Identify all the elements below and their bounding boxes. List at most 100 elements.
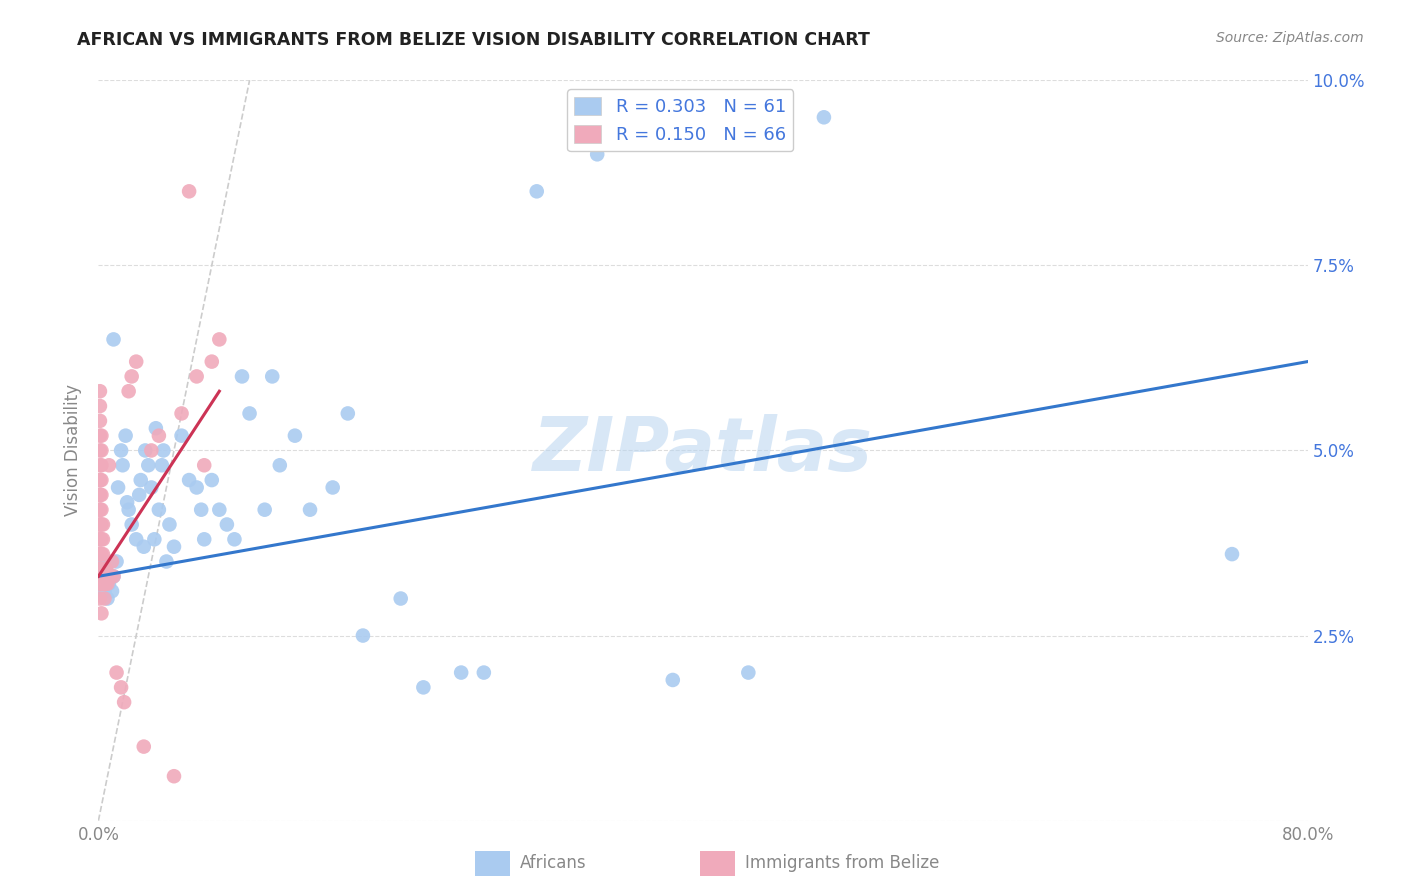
Point [111,458,134,473]
Legend: R = 0.303   N = 61, R = 0.150   N = 66: R = 0.303 N = 61, R = 0.150 N = 66 [567,89,793,152]
Point [352,628,374,642]
Point [90,562,112,576]
Point [118,502,141,516]
Point [661,673,683,687]
Point [179,473,201,487]
Text: Immigrants from Belize: Immigrants from Belize [745,855,939,872]
Point [148,428,170,442]
Point [89,562,111,576]
Point [737,665,759,680]
Point [89,399,111,413]
Point [98,576,121,591]
Point [208,332,231,346]
Point [103,569,125,583]
Point [91,562,114,576]
Point [110,681,132,695]
Point [91,547,114,561]
Point [89,414,111,428]
Point [90,517,112,532]
Point [284,428,307,442]
Point [472,665,495,680]
Point [96,591,118,606]
Point [299,502,322,516]
Point [89,473,111,487]
Point [322,481,344,495]
Point [93,562,115,576]
Point [262,369,284,384]
Point [94,562,117,576]
Point [586,147,609,161]
Point [89,488,111,502]
Point [141,481,163,495]
Point [1220,547,1243,561]
Point [89,591,111,606]
Point [90,428,112,442]
Point [89,488,111,502]
Point [89,562,111,576]
Point [128,488,150,502]
Point [93,576,115,591]
Point [98,569,121,583]
Point [89,517,111,532]
Point [105,665,128,680]
Point [186,481,208,495]
Point [239,407,262,421]
Text: Source: ZipAtlas.com: Source: ZipAtlas.com [1216,31,1364,45]
Point [89,458,111,473]
Point [89,533,111,547]
Point [179,184,201,198]
Point [91,569,114,583]
Point [215,517,238,532]
Point [89,443,111,458]
Point [155,554,177,569]
Point [412,681,434,695]
Point [100,569,122,583]
Point [90,533,112,547]
Point [125,354,148,368]
Point [98,458,121,473]
Point [90,607,112,621]
Point [134,443,156,458]
Point [89,576,111,591]
Point [121,517,143,532]
Point [105,554,128,569]
Point [201,354,224,368]
Point [159,517,181,532]
Point [90,443,112,458]
Point [90,547,112,561]
Point [201,473,224,487]
Point [269,458,291,473]
Point [90,458,112,473]
Point [389,591,412,606]
Point [103,332,125,346]
Point [89,533,111,547]
Point [121,369,143,384]
Point [170,407,193,421]
Point [129,473,152,487]
Point [90,554,112,569]
Y-axis label: Vision Disability: Vision Disability [65,384,83,516]
Point [118,384,141,399]
Point [114,428,136,442]
Point [450,665,472,680]
Point [163,540,186,554]
Point [101,584,124,599]
Point [93,584,115,599]
Point [89,502,111,516]
Point [89,428,111,442]
Point [231,369,253,384]
Text: Africans: Africans [520,855,586,872]
Point [91,517,114,532]
Point [96,576,118,591]
Point [125,533,148,547]
Point [132,739,155,754]
Point [132,540,155,554]
Point [90,488,112,502]
Point [89,517,111,532]
Point [103,569,125,583]
Point [145,421,167,435]
Text: ZIPatlas: ZIPatlas [533,414,873,487]
Point [90,473,112,487]
Point [89,547,111,561]
Text: AFRICAN VS IMMIGRANTS FROM BELIZE VISION DISABILITY CORRELATION CHART: AFRICAN VS IMMIGRANTS FROM BELIZE VISION… [77,31,870,49]
